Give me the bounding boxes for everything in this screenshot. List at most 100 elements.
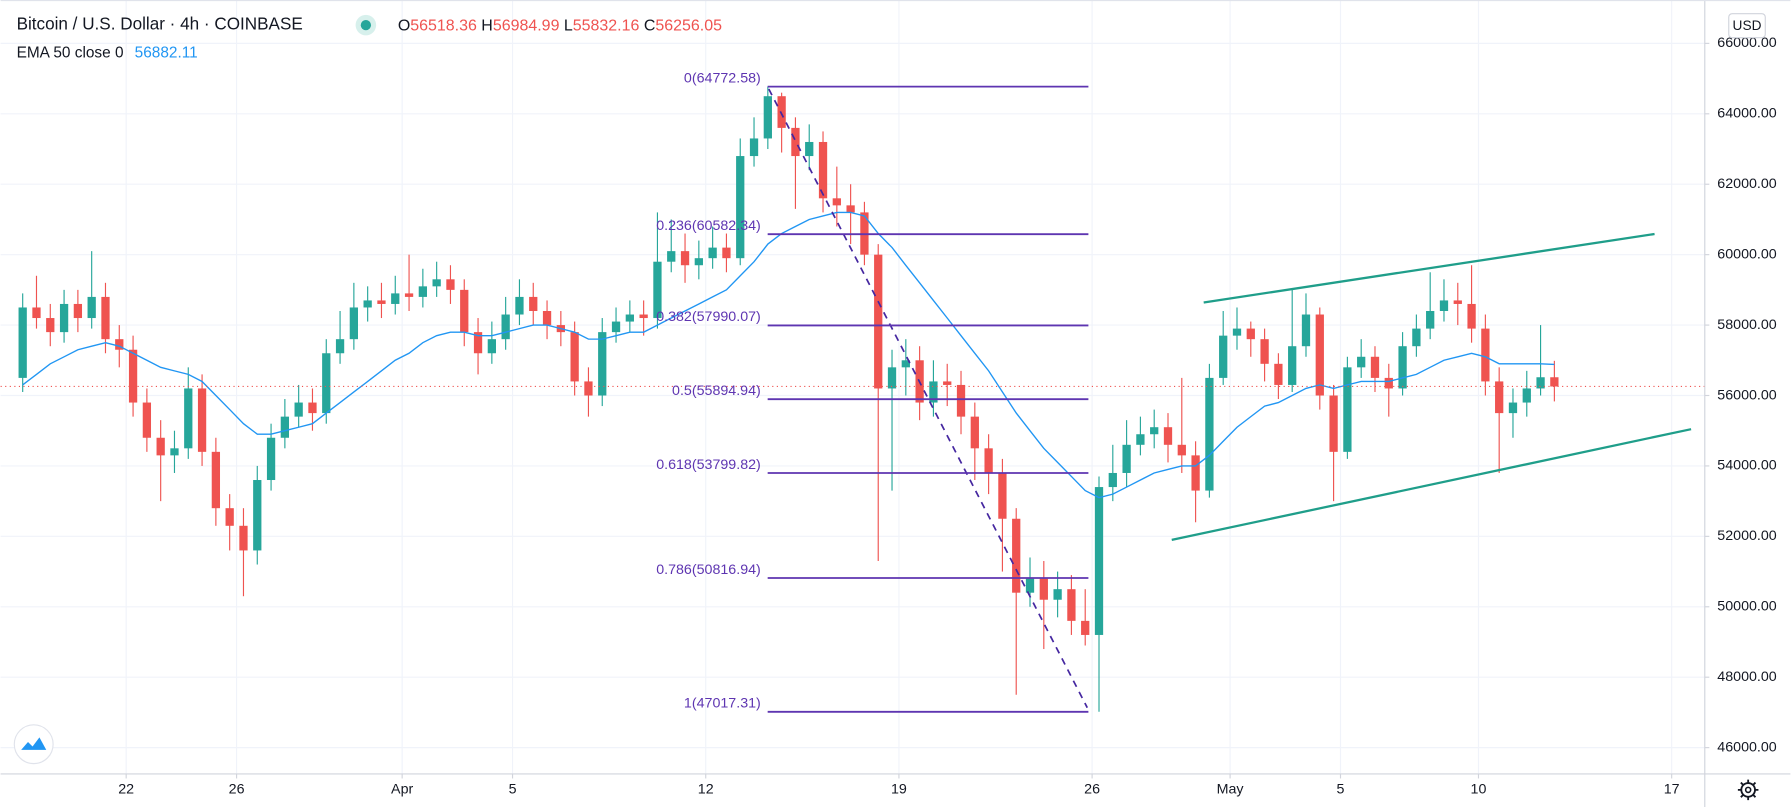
candle-body — [253, 480, 262, 551]
candle-body — [1260, 339, 1269, 364]
candle-body — [391, 293, 400, 304]
candle-body — [266, 437, 276, 481]
candle-body — [156, 437, 165, 456]
candle-body — [377, 300, 386, 304]
candle-body — [680, 251, 690, 266]
candle-body — [874, 254, 883, 389]
candle-body — [1536, 377, 1545, 389]
y-tick-label: 64000.00 — [1717, 106, 1777, 122]
candle-body — [335, 339, 345, 354]
candle-body — [1343, 367, 1352, 452]
candle-body — [1219, 335, 1228, 378]
high-value: 56984.99 — [493, 17, 560, 34]
candle-body — [1508, 402, 1518, 414]
candle-body — [542, 310, 552, 326]
candle-body — [363, 300, 372, 308]
candle-body — [1136, 434, 1145, 445]
fib-level-label: 0.236(60582.34) — [656, 218, 761, 234]
candle-body — [749, 138, 759, 157]
candle-body — [1357, 356, 1366, 368]
x-tick-label: 12 — [698, 782, 714, 798]
high-label: H — [481, 17, 493, 34]
open-label: O — [398, 17, 410, 34]
candle-body — [322, 353, 331, 414]
candle-body — [1495, 381, 1504, 414]
candle-body — [432, 279, 441, 287]
candle-body — [529, 296, 538, 311]
y-tick-label: 50000.00 — [1717, 599, 1777, 615]
y-tick-label: 62000.00 — [1717, 176, 1777, 192]
candle-body — [349, 307, 359, 340]
candle-body — [1177, 444, 1186, 456]
candle-body — [598, 332, 607, 396]
open-value: 56518.36 — [410, 17, 477, 34]
candle-body — [1094, 487, 1104, 635]
channel-lower — [1171, 428, 1692, 542]
x-tick-label: 26 — [1084, 782, 1100, 798]
candle-body — [225, 508, 234, 526]
candle-body — [294, 402, 303, 417]
x-tick-label: 19 — [891, 782, 907, 798]
candle-body — [487, 339, 496, 354]
candle-body — [280, 416, 290, 438]
plot-area — [18, 86, 1559, 712]
candle-body — [1205, 377, 1214, 491]
y-tick-label: 52000.00 — [1717, 528, 1777, 544]
candle-body — [184, 388, 193, 449]
low-value: 55832.16 — [573, 17, 640, 34]
candle-body — [1163, 427, 1173, 445]
candle-body — [1522, 388, 1531, 403]
candle-body — [239, 525, 248, 551]
candle-body — [142, 402, 152, 438]
candle-body — [1550, 377, 1559, 387]
candle-body — [1067, 589, 1076, 621]
ema-name: EMA 50 close 0 — [17, 45, 124, 62]
candle-body — [611, 321, 621, 333]
x-tick-label: 10 — [1471, 782, 1487, 798]
candle-body — [777, 96, 786, 128]
candle-body — [1274, 363, 1283, 385]
candle-body — [1232, 328, 1242, 336]
candle-body — [1012, 518, 1021, 593]
candle-body — [473, 332, 483, 354]
y-tick-label: 66000.00 — [1717, 35, 1777, 51]
candle-body — [1191, 455, 1200, 491]
fib-level-label: 0(64772.58) — [684, 70, 761, 86]
candle-body — [460, 289, 469, 333]
x-tick-label: May — [1217, 782, 1245, 798]
candle-body — [18, 307, 27, 378]
candle-body — [625, 314, 634, 322]
candle-body — [763, 96, 772, 139]
y-tick-label: 60000.00 — [1717, 246, 1777, 262]
candle-body — [211, 451, 221, 509]
candle-body — [1384, 377, 1393, 389]
logo-badge[interactable] — [13, 724, 54, 765]
x-tick-label: 5 — [1337, 782, 1345, 798]
axes: 46000.00 48000.00 50000.00 52000.00 54000.00… — [118, 35, 1777, 797]
ema-line — [22, 211, 1555, 499]
candle-body — [1398, 346, 1407, 389]
currency-button[interactable] — [1728, 13, 1766, 39]
candle-body — [970, 416, 979, 449]
candle-body — [1426, 310, 1435, 329]
candle-body — [128, 349, 138, 403]
logo-icon — [21, 737, 47, 750]
candle-body — [984, 448, 993, 473]
channel-upper — [1203, 232, 1655, 304]
settings-button[interactable] — [1737, 779, 1759, 801]
candle-body — [87, 296, 96, 319]
candle-body — [722, 247, 731, 259]
close-label: C — [644, 17, 656, 34]
candle-body — [1453, 300, 1462, 304]
candle-body — [1081, 620, 1090, 635]
candle-body — [929, 381, 938, 403]
candle-body — [736, 156, 745, 259]
candle-body — [901, 360, 910, 368]
y-tick-label: 54000.00 — [1717, 458, 1777, 474]
candle-body — [501, 314, 510, 340]
currency-label[interactable]: USD — [1733, 18, 1762, 33]
